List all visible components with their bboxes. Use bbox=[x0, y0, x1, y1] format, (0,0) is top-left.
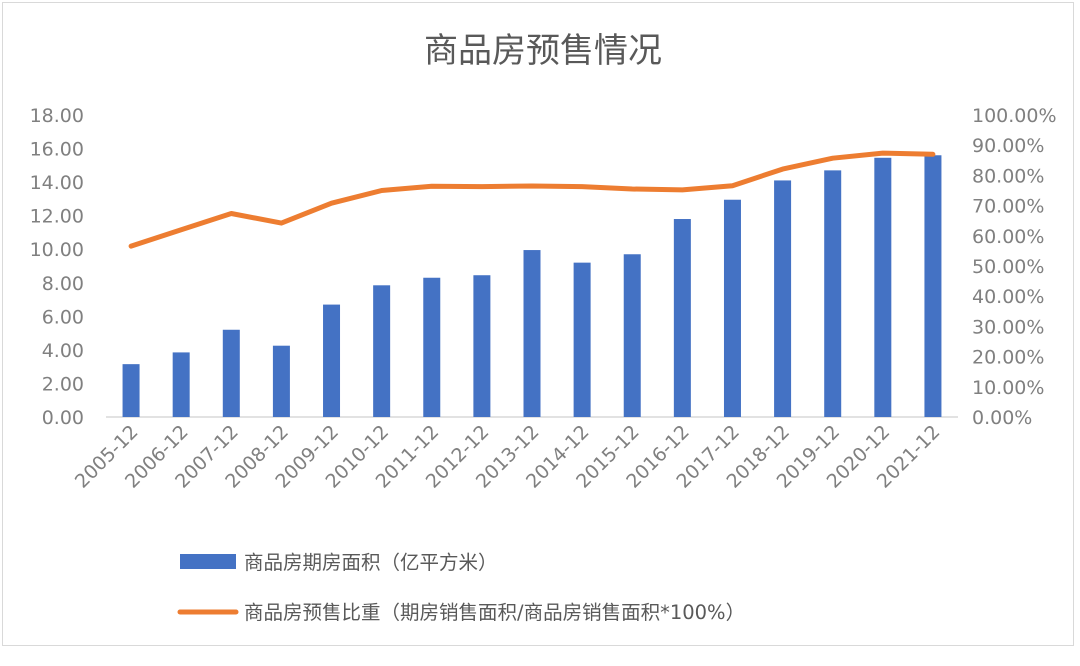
right-axis-tick-label: 70.00% bbox=[972, 196, 1044, 218]
line-series bbox=[128, 150, 936, 249]
left-axis-tick-label: 0.00 bbox=[42, 407, 84, 429]
bar bbox=[373, 285, 391, 417]
x-axis-ticks: 2005-122006-122007-122008-122009-122010-… bbox=[71, 421, 945, 493]
left-axis-ticks: 0.00 2.00 4.00 6.00 8.00 10.00 12.00 14.00 16.00… bbox=[30, 105, 84, 429]
bar bbox=[673, 219, 691, 417]
bar bbox=[924, 155, 942, 417]
right-axis-tick-label: 80.00% bbox=[972, 165, 1044, 187]
right-axis-tick-label: 30.00% bbox=[972, 316, 1044, 338]
legend-label-line: 商品房预售比重（期房销售面积/商品房销售面积*100%） bbox=[244, 601, 745, 624]
legend: 商品房期房面积（亿平方米） 商品房预售比重（期房销售面积/商品房销售面积*100… bbox=[177, 551, 745, 624]
right-axis-tick-label: 90.00% bbox=[972, 135, 1044, 157]
right-axis-tick-label: 40.00% bbox=[972, 286, 1044, 308]
bar-series bbox=[122, 155, 942, 418]
left-axis-tick-label: 10.00 bbox=[30, 239, 84, 261]
left-axis-tick-label: 2.00 bbox=[42, 373, 84, 395]
legend-swatch-bar bbox=[180, 554, 236, 569]
legend-label-bar: 商品房期房面积（亿平方米） bbox=[244, 551, 498, 574]
bar bbox=[824, 170, 842, 417]
bar bbox=[122, 364, 140, 417]
bar bbox=[774, 180, 792, 417]
left-axis-tick-label: 16.00 bbox=[30, 139, 84, 161]
left-axis-tick-label: 6.00 bbox=[42, 306, 84, 328]
bar bbox=[423, 277, 441, 417]
right-axis-tick-label: 50.00% bbox=[972, 256, 1044, 278]
bar bbox=[623, 254, 641, 417]
left-axis-tick-label: 12.00 bbox=[30, 206, 84, 228]
left-axis-tick-label: 18.00 bbox=[30, 105, 84, 127]
left-axis-tick-label: 8.00 bbox=[42, 273, 84, 295]
right-axis-tick-label: 20.00% bbox=[972, 347, 1044, 369]
right-axis-ticks: 0.00% 10.00% 20.00% 30.00% 40.00% 50.00% 60.00… bbox=[972, 105, 1057, 429]
bar bbox=[874, 157, 892, 418]
bar bbox=[222, 329, 240, 417]
bar bbox=[172, 352, 190, 417]
bar bbox=[323, 304, 341, 417]
bar bbox=[723, 199, 741, 417]
bar bbox=[473, 275, 491, 417]
bar bbox=[272, 345, 290, 417]
bar bbox=[523, 250, 541, 417]
left-axis-tick-label: 4.00 bbox=[42, 340, 84, 362]
left-axis-tick-label: 14.00 bbox=[30, 172, 84, 194]
right-axis-tick-label: 100.00% bbox=[972, 105, 1057, 127]
right-axis-tick-label: 60.00% bbox=[972, 226, 1044, 248]
right-axis-tick-label: 10.00% bbox=[972, 377, 1044, 399]
chart-title: 商品房预售情况 bbox=[424, 31, 662, 71]
bar bbox=[573, 262, 591, 417]
right-axis-tick-label: 0.00% bbox=[972, 407, 1032, 429]
